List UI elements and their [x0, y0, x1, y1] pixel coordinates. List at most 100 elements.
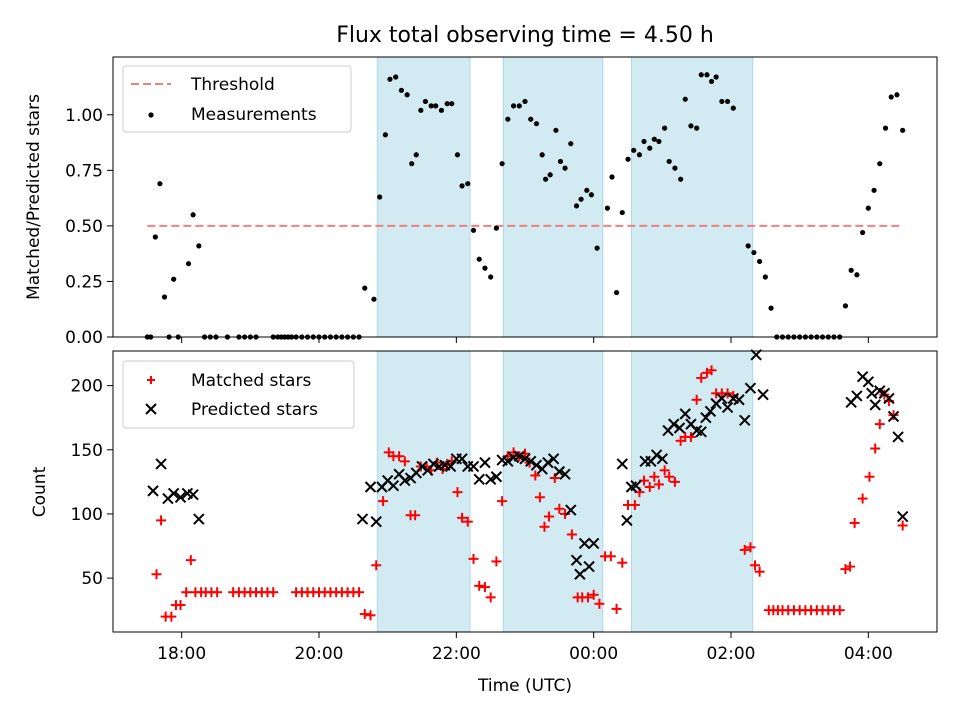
measurement-point	[713, 74, 719, 80]
measurement-point	[757, 258, 763, 265]
x-tick-label: 00:00	[569, 644, 618, 664]
matched-star-point	[669, 476, 680, 487]
measurement-point	[171, 276, 177, 282]
measurement-point	[573, 203, 580, 209]
predicted-star-point	[467, 460, 480, 473]
count-legend-box	[122, 360, 355, 429]
measurement-point	[470, 227, 477, 233]
measurement-point	[499, 161, 505, 167]
measurement-point	[641, 138, 647, 145]
measurement-point	[398, 87, 404, 93]
matched-star-point	[212, 587, 223, 598]
matched-star-point	[156, 515, 167, 526]
measurement-point	[444, 101, 450, 107]
predicted-star-point	[167, 487, 180, 500]
measurement-point	[362, 285, 368, 291]
matched-star-point	[706, 365, 717, 376]
measurement-point	[613, 289, 620, 296]
predicted-star-point	[673, 422, 686, 434]
measurement-point	[488, 274, 494, 280]
predicted-star-point	[616, 458, 628, 470]
predicted-star-point	[892, 431, 904, 443]
measurement-point	[454, 152, 461, 158]
measurement-point	[651, 136, 657, 142]
predicted-star-point	[364, 481, 377, 493]
ratio-axis-ticks: 0.00 0.25 0.50 0.75 1.00	[65, 106, 869, 348]
measurement-point	[409, 161, 415, 167]
matched-star-point	[722, 388, 733, 399]
measurement-point	[900, 127, 906, 133]
ratio-legend-box	[122, 65, 352, 133]
measurement-point	[371, 296, 377, 302]
measurement-point	[387, 76, 393, 82]
matched-star-point	[739, 544, 750, 555]
measurement-point	[393, 74, 399, 80]
predicted-legend-swatch	[145, 403, 157, 415]
predicted-star-point	[750, 349, 762, 361]
matched-star-point	[185, 555, 196, 566]
predicted-star-point	[757, 388, 769, 401]
measurement-point	[578, 196, 584, 202]
x-axis-label: Time (UTC)	[477, 676, 572, 696]
measurement-point	[428, 103, 434, 109]
matched-star-point	[371, 560, 382, 571]
predicted-star-point	[484, 473, 497, 486]
y-tick-label: 0.75	[65, 161, 103, 181]
measurement-point	[662, 125, 668, 131]
matched-star-point	[857, 493, 868, 504]
measurement-point	[482, 265, 488, 271]
predicted-star-point	[519, 453, 531, 465]
predicted-star-point	[490, 471, 503, 483]
measurement-point	[854, 272, 860, 278]
matched-star-point	[491, 556, 502, 567]
observing-windows	[376, 350, 754, 633]
matched-star-point	[452, 487, 463, 498]
measurement-point	[609, 174, 615, 180]
predicted-star-point	[851, 390, 863, 402]
matched-star-point	[410, 510, 421, 521]
matched-star-point	[582, 592, 593, 603]
predicted-star-point	[695, 426, 707, 438]
measurement-point	[631, 147, 637, 153]
measurement-point	[553, 127, 559, 133]
matched-star-point	[588, 589, 599, 600]
matched-star-point	[659, 465, 670, 476]
predicted-star-point	[502, 455, 514, 468]
measurements-legend-label: Measurements	[191, 105, 317, 125]
measurement-point	[382, 132, 388, 138]
matched-star-point	[834, 605, 845, 616]
predicted-star-point	[704, 405, 717, 418]
predicted-star-point	[700, 412, 712, 424]
matched-star-point	[359, 609, 370, 620]
matched-star-point	[750, 560, 761, 571]
matched-star-point	[874, 419, 885, 430]
predicted-star-point	[887, 410, 900, 423]
predicted-star-point	[479, 456, 491, 469]
measurement-point	[619, 209, 625, 216]
matched-star-point	[457, 512, 468, 523]
matched-star-point	[696, 372, 707, 383]
measurement-point	[698, 72, 704, 78]
matched-star-point	[508, 447, 519, 458]
predicted-star-point	[456, 453, 468, 465]
measurement-point	[745, 243, 751, 249]
measurement-point	[865, 205, 871, 211]
matched-star-point	[870, 443, 881, 454]
count-y-axis-label: Count	[30, 466, 50, 517]
ratio-y-axis-label: Matched/Predicted stars	[24, 94, 44, 300]
matched-star-point	[617, 557, 628, 568]
measurement-point	[152, 234, 158, 240]
predicted-star-point	[513, 450, 525, 462]
predicted-star-point	[174, 491, 187, 503]
matched-star-point	[399, 456, 410, 467]
chart-title: Flux total observing time = 4.50 h	[336, 23, 714, 48]
measurement-point	[438, 107, 445, 113]
measurement-point	[730, 105, 736, 111]
measurement-point	[647, 145, 653, 151]
predicted-star-point	[668, 418, 680, 430]
predicted-star-point	[744, 382, 757, 394]
measurement-point	[666, 158, 672, 165]
measurement-point	[547, 172, 553, 178]
measurement-point	[522, 98, 528, 105]
measurement-point	[377, 194, 383, 200]
